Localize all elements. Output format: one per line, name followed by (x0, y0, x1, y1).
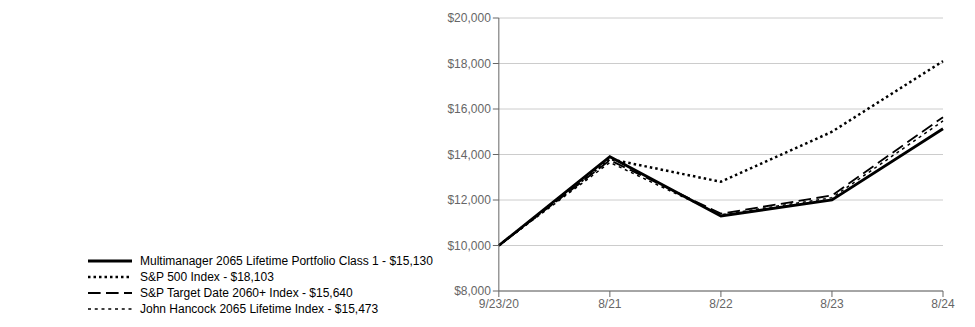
html-text:Multimanager 2065 Lifetime Por: Multimanager 2065 Lifetime Portfolio Cla… (140, 254, 433, 268)
svg-text:$20,000: $20,000 (447, 11, 491, 25)
svg-text:8/22: 8/22 (709, 297, 733, 311)
html-text:S&P Target Date 2060+ Index -: S&P Target Date 2060+ Index - $15,640 (140, 286, 353, 300)
svg-text:$12,000: $12,000 (447, 193, 491, 207)
svg-text:$10,000: $10,000 (447, 239, 491, 253)
svg-text:$18,000: $18,000 (447, 57, 491, 71)
html-text:S&P 500 Index - $18,103: S&P 500 Index - $18,103 (140, 270, 274, 284)
svg-text:8/23: 8/23 (820, 297, 844, 311)
svg-text:$16,000: $16,000 (447, 102, 491, 116)
svg-text:8/21: 8/21 (598, 297, 622, 311)
svg-text:$8,000: $8,000 (454, 284, 491, 298)
svg-text:8/24: 8/24 (931, 297, 955, 311)
html-text:John Hancock 2065 Lifetime Ind: John Hancock 2065 Lifetime Index - $15,4… (140, 302, 379, 316)
svg-text:$14,000: $14,000 (447, 148, 491, 162)
svg-text:9/23/20: 9/23/20 (479, 297, 519, 311)
